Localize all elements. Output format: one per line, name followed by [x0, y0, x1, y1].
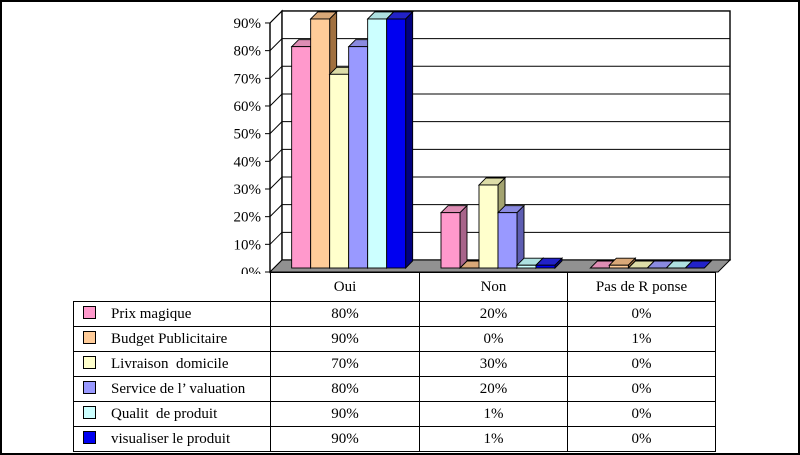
value-cell-s1-c2: 20%	[419, 301, 568, 327]
value-cell-s3-c3: 0%	[567, 351, 716, 377]
gridline-side	[269, 176, 283, 190]
y-tick-label: 40%	[234, 154, 262, 170]
column-header-2: Non	[419, 272, 568, 302]
column-header-1: Oui	[270, 272, 420, 302]
value-cell-s3-c2: 30%	[419, 351, 568, 377]
bar-s3-c2	[478, 184, 499, 269]
table-row: Service de l’ valuation 80% 20% 0%	[73, 376, 716, 402]
value-cell-s3-c1: 70%	[270, 351, 420, 377]
bar-s6-c1-side	[405, 10, 414, 270]
value-cell-s6-c1: 90%	[270, 426, 420, 452]
gridline-side	[269, 93, 283, 107]
value-cell-s2-c2: 0%	[419, 326, 568, 352]
bar-s1-c2-side	[459, 204, 468, 270]
bar-s5-c1	[367, 18, 388, 269]
value-cell-s2-c3: 1%	[567, 326, 716, 352]
table-row: Budget Publicitaire 90% 0% 1%	[73, 326, 716, 352]
bar-s6-c2	[535, 264, 556, 269]
legend-cell-s3: Livraison domicile	[73, 351, 271, 377]
bar-s4-c1	[348, 46, 369, 269]
gridline-side	[269, 231, 283, 245]
gridline-side	[269, 204, 283, 218]
bar-chart-3d: 0% 10% 20% 30% 40% 50% 60% 70% 80% 90%	[234, 9, 732, 274]
bar-s1-c2	[440, 212, 461, 269]
y-tick-label: 60%	[234, 99, 262, 115]
value-cell-s6-c2: 1%	[419, 426, 568, 452]
gridline-side	[269, 38, 283, 51]
side-wall	[269, 9, 283, 274]
value-cell-s5-c3: 0%	[567, 401, 716, 427]
legend-label: Service de l’ valuation	[111, 380, 246, 397]
y-tick-label: 0%	[241, 265, 261, 274]
legend-label: Qualit de produit	[111, 405, 218, 422]
gridline-side	[269, 121, 283, 135]
y-tick-label: 30%	[234, 182, 262, 198]
gridline-side	[269, 65, 283, 79]
bar-s2-c1	[310, 18, 331, 269]
bar-s6-c1	[386, 18, 407, 269]
bar-s4-c2	[497, 212, 518, 269]
y-tick-label: 10%	[234, 237, 262, 253]
legend-label: Budget Publicitaire	[111, 330, 228, 347]
value-cell-s4-c1: 80%	[270, 376, 420, 402]
legend-label: Prix magique	[111, 305, 192, 322]
bar-s3-c1	[329, 73, 350, 269]
table-row: visualiser le produit 90% 1% 0%	[73, 426, 716, 452]
value-cell-s1-c1: 80%	[270, 301, 420, 327]
y-tick-label: 70%	[234, 71, 262, 87]
legend-label: Livraison domicile	[111, 355, 229, 372]
y-tick-label: 90%	[234, 16, 262, 32]
legend-swatch-icon	[83, 305, 96, 319]
legend-cell-s1: Prix magique	[73, 301, 271, 327]
value-cell-s6-c3: 0%	[567, 426, 716, 452]
legend-label: visualiser le produit	[111, 430, 231, 447]
legend-swatch-icon	[83, 430, 96, 444]
legend-swatch-icon	[83, 380, 96, 394]
header-blank-cell	[74, 273, 271, 302]
bar-s6-c3	[684, 260, 713, 269]
y-tick-label: 20%	[234, 210, 262, 226]
legend-swatch-icon	[83, 330, 96, 344]
bar-s2-c3	[608, 264, 629, 269]
legend-swatch-icon	[83, 355, 96, 369]
legend-cell-s5: Qualit de produit	[73, 401, 271, 427]
value-cell-s1-c3: 0%	[567, 301, 716, 327]
table-row: Qualit de produit 90% 1% 0%	[73, 401, 716, 427]
legend-cell-s6: visualiser le produit	[73, 426, 271, 452]
value-cell-s2-c1: 90%	[270, 326, 420, 352]
bar-s5-c2	[516, 264, 537, 269]
legend-swatch-icon	[83, 405, 96, 419]
legend-cell-s2: Budget Publicitaire	[73, 326, 271, 352]
legend-cell-s4: Service de l’ valuation	[73, 376, 271, 402]
y-tick-label: 80%	[234, 44, 262, 60]
value-cell-s4-c3: 0%	[567, 376, 716, 402]
column-header-3: Pas de R ponse	[567, 272, 716, 302]
y-tick-label: 50%	[234, 127, 262, 143]
value-cell-s5-c1: 90%	[270, 401, 420, 427]
table-header-row: Oui Non Pas de R ponse	[74, 272, 716, 302]
table-row: Prix magique 80% 20% 0%	[73, 301, 716, 327]
value-cell-s4-c2: 20%	[419, 376, 568, 402]
gridline-side	[269, 148, 283, 162]
table-row: Livraison domicile 70% 30% 0%	[73, 351, 716, 377]
results-table: Oui Non Pas de R ponse Prix magique 80% 20% 0%…	[73, 272, 716, 452]
bar-s1-c1	[291, 46, 312, 269]
value-cell-s5-c2: 1%	[419, 401, 568, 427]
